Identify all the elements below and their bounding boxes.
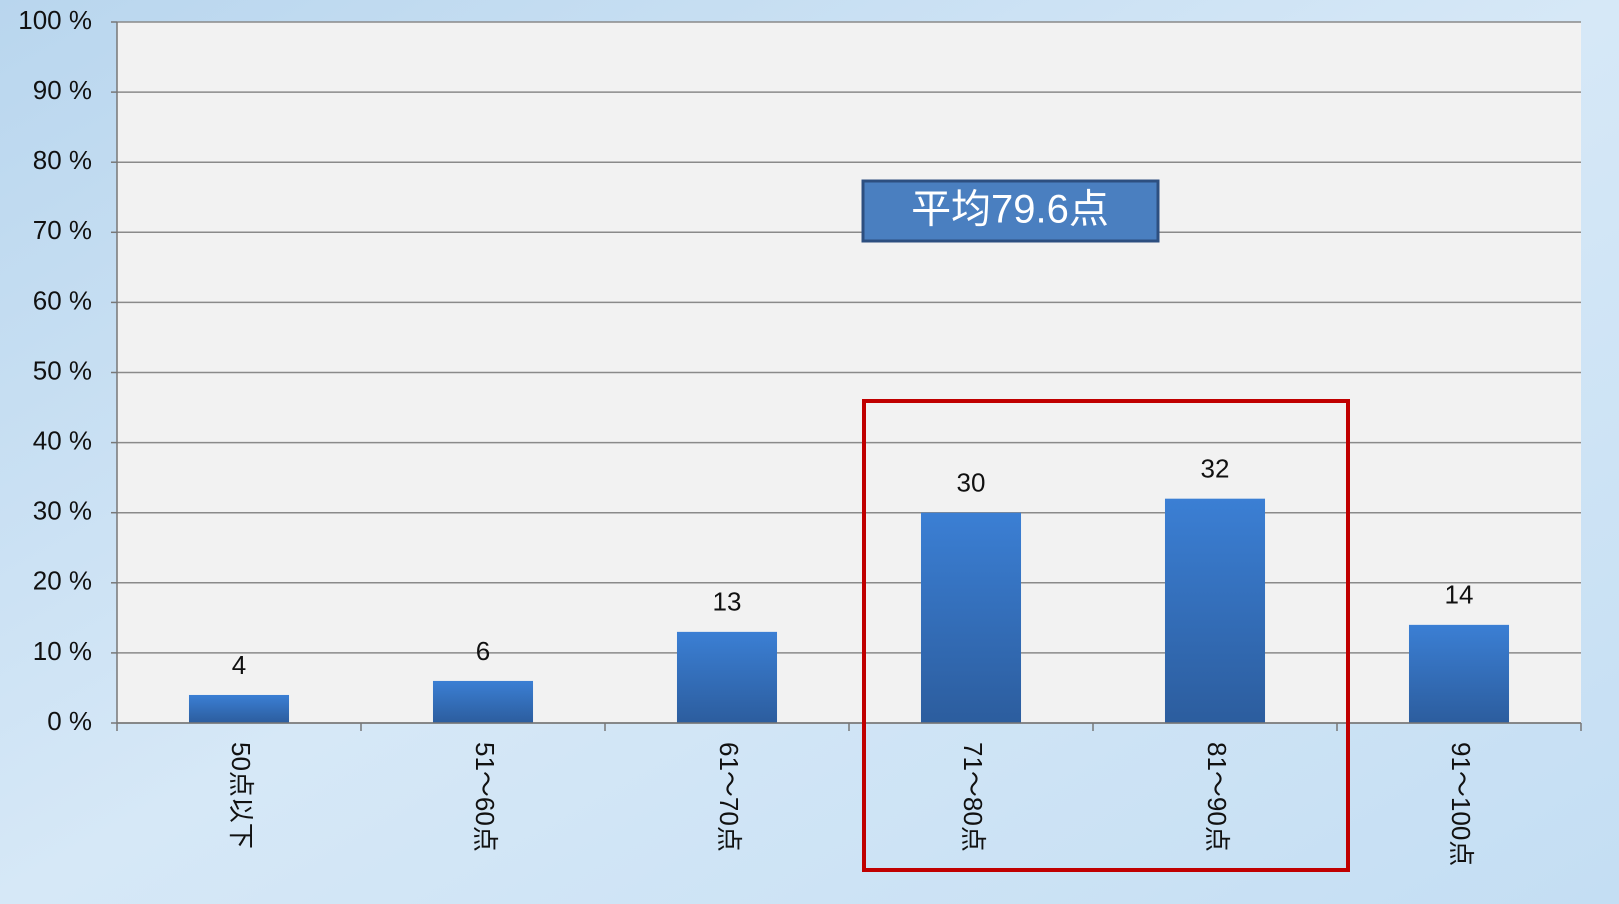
bar <box>1408 624 1510 723</box>
data-label: 14 <box>1445 580 1474 610</box>
highlight-box <box>862 399 1350 872</box>
y-tick-label: 60 % <box>33 285 92 315</box>
data-label: 6 <box>476 636 490 666</box>
y-tick-label: 20 % <box>33 566 92 596</box>
x-tick-label: 61～70点 <box>714 742 744 852</box>
annotation: 平均79.6点 <box>911 188 1109 232</box>
data-label: 4 <box>232 650 246 680</box>
y-tick-label: 100 % <box>18 5 92 35</box>
y-tick-label: 10 % <box>33 636 92 666</box>
y-tick-label: 90 % <box>33 75 92 105</box>
y-tick-label: 30 % <box>33 496 92 526</box>
bar <box>432 680 534 723</box>
x-tick-label: 91～100点 <box>1446 742 1476 866</box>
y-tick-label: 0 % <box>47 706 92 736</box>
x-tick-label: 50点以下 <box>226 742 256 849</box>
y-tick-label: 40 % <box>33 425 92 455</box>
grid <box>111 21 1581 724</box>
y-tick-label: 80 % <box>33 145 92 175</box>
x-tick-label: 51～60点 <box>470 742 500 852</box>
data-label: 32 <box>1201 454 1230 484</box>
data-label: 30 <box>957 468 986 498</box>
x-tick-label: 81～90点 <box>1202 742 1232 852</box>
bar <box>676 631 778 723</box>
annotation-box <box>861 179 1160 243</box>
bar <box>188 694 290 723</box>
x-tick-label: 71～80点 <box>958 742 988 852</box>
y-tick-label: 70 % <box>33 215 92 245</box>
bar <box>1164 498 1266 723</box>
y-tick-label: 50 % <box>33 355 92 385</box>
data-label: 13 <box>713 587 742 617</box>
marks: 4 6 13 30 32 14 <box>188 454 1510 723</box>
bar <box>920 512 1022 723</box>
